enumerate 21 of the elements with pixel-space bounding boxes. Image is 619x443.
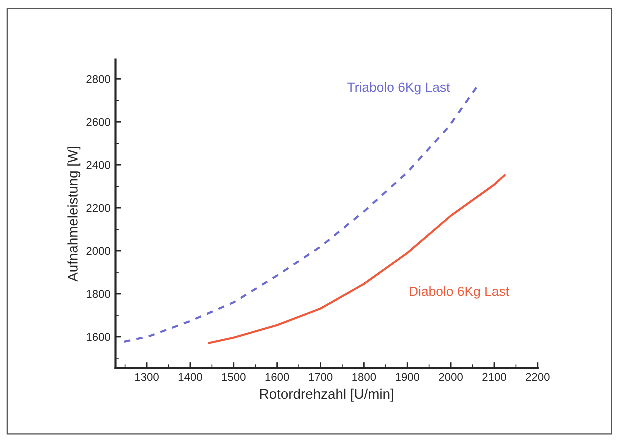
x-tick-label: 1600 [266, 373, 290, 382]
text: Diabolo 6Kg Last [410, 286, 510, 299]
x-tick-label: 2000 [439, 373, 463, 382]
x-tick-label: 1300 [136, 373, 159, 382]
x-tick-label: 1900 [396, 373, 420, 382]
y-tick-label: 1600 [87, 333, 110, 342]
y-axis-title: Aufnahmeleistung [W] [68, 147, 81, 282]
x-tick-label: 2100 [482, 373, 506, 382]
x-tick-label: 1700 [309, 373, 333, 382]
y-tick-label: 2800 [86, 75, 110, 84]
y-tick-label: 2600 [86, 118, 110, 126]
x-axis-title: Rotordrehzahl [U/min] [260, 388, 394, 402]
y-tick-label: 2000 [86, 247, 110, 256]
y-tick-label: 1800 [87, 290, 110, 298]
x-tick-label: 2200 [526, 373, 550, 382]
series-label: Triabolo 6Kg Last [348, 82, 450, 95]
x-tick-label: 1400 [178, 373, 202, 382]
x-tick-label: 1800 [352, 373, 376, 382]
y-tick-label: 2400 [86, 161, 110, 170]
x-tick-label: 1500 [222, 373, 246, 382]
y-tick-label: 2200 [86, 204, 110, 212]
